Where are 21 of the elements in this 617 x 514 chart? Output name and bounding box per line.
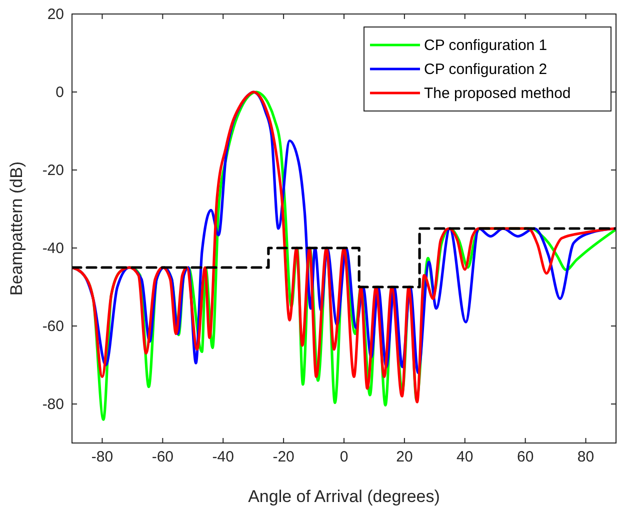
x-tick-label: 80 (577, 448, 594, 466)
y-tick-label: 0 (56, 84, 64, 101)
y-tick-label: -60 (42, 318, 64, 335)
y-tick-label: 20 (47, 6, 64, 23)
line-series (72, 227, 616, 288)
x-tick-label: -80 (91, 448, 114, 466)
x-tick-label: 0 (340, 448, 348, 466)
x-tick-label: 40 (456, 448, 474, 466)
y-tick-label: -80 (42, 396, 64, 413)
legend-label: The proposed method (424, 85, 571, 102)
legend-label: CP configuration 1 (424, 37, 548, 54)
x-tick-label: 20 (396, 448, 413, 466)
x-tick-label: -40 (212, 448, 234, 466)
x-tick-label: -20 (272, 448, 294, 466)
x-tick-label: 60 (516, 448, 534, 466)
y-axis-title: Beampattern (dB) (7, 161, 26, 296)
x-tick-label: -60 (152, 448, 174, 466)
y-tick-label: -40 (42, 240, 64, 257)
y-tick-label: -20 (42, 162, 64, 179)
legend-label: CP configuration 2 (424, 61, 548, 78)
x-axis-title: Angle of Arrival (degrees) (248, 487, 440, 506)
